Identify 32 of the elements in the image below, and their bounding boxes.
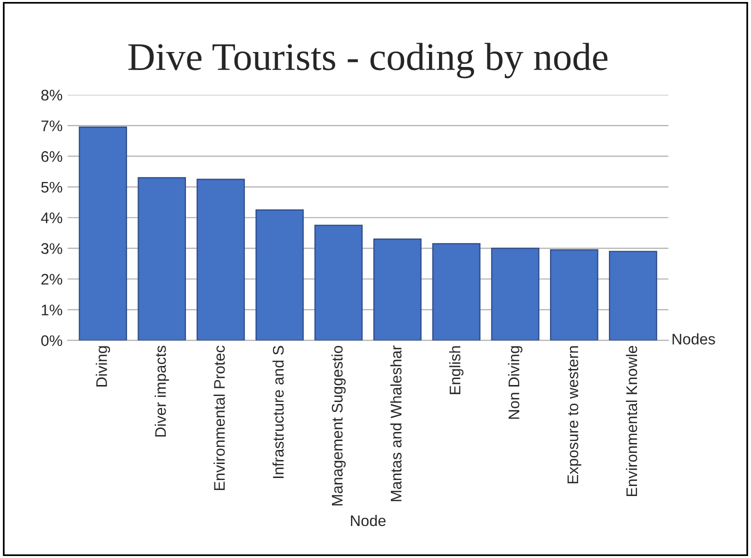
x-tick-label: Exposure to western <box>568 346 582 484</box>
y-tick-label: 8% <box>41 90 62 101</box>
x-tick-label: Environmental Protec <box>214 346 225 490</box>
x-tick-label: Management Suggestio <box>331 346 346 506</box>
bar <box>196 178 245 340</box>
y-tick-label: 6% <box>41 151 62 162</box>
bar <box>314 224 363 340</box>
x-tick-label: English <box>449 346 464 394</box>
y-tick-label: 5% <box>41 182 62 193</box>
chart-title: Dive Tourists - coding by node <box>128 42 608 78</box>
x-tick-label: Non Diving <box>508 346 522 419</box>
y-tick-label: 4% <box>41 212 62 224</box>
bar <box>608 250 658 340</box>
bar <box>138 177 186 340</box>
x-tick-label: Diver impacts <box>154 346 169 437</box>
text: Nodes <box>672 333 716 344</box>
bar <box>550 249 598 340</box>
y-tick-label: 2% <box>41 274 62 285</box>
x-tick-label: Environmental Knowle <box>626 346 638 496</box>
x-tick-label: Diving <box>96 346 110 386</box>
bar <box>491 248 540 340</box>
bar <box>256 209 304 340</box>
x-axis-title: Node <box>350 514 386 526</box>
y-tick-label: 1% <box>42 304 62 316</box>
y-tick-label: 7% <box>41 120 62 132</box>
y-tick-label: 0% <box>41 335 62 346</box>
bar <box>78 126 128 340</box>
bar <box>373 238 422 340</box>
bar <box>432 243 480 340</box>
y-tick-label: 3% <box>41 243 62 254</box>
x-tick-label: Mantas and Whaleshar <box>390 345 402 502</box>
x-tick-label: Infrastructure and S <box>272 346 284 478</box>
